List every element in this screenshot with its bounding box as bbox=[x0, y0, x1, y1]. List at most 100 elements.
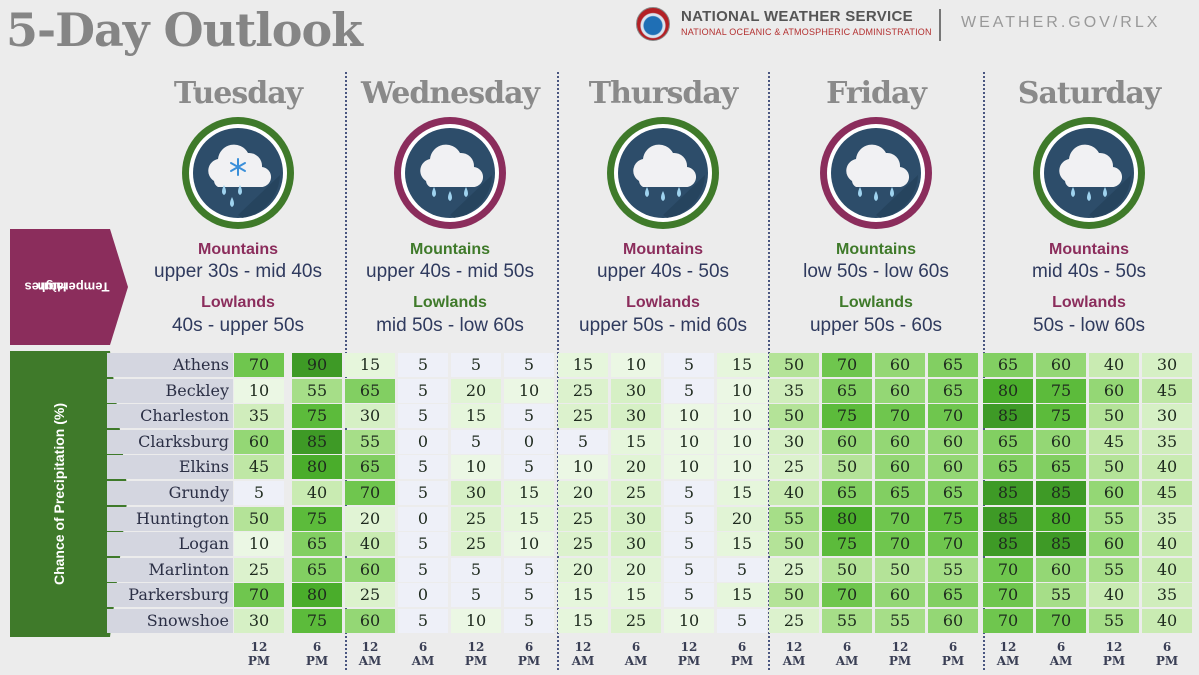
time-label: 12 PM bbox=[247, 640, 271, 668]
page-title: 5-Day Outlook bbox=[6, 3, 363, 57]
precip-cell: 60 bbox=[1089, 378, 1139, 403]
precip-cell: 35 bbox=[1142, 429, 1192, 454]
precip-cell: 45 bbox=[234, 455, 284, 480]
precip-cell: 65 bbox=[345, 378, 395, 403]
precip-cell: 50 bbox=[769, 532, 819, 557]
precip-cell: 65 bbox=[928, 481, 978, 505]
table-row: Beckley 10 55 65 5 20 10 25 30 5 10 35 65 60 65 80 75 60 4… bbox=[107, 378, 1199, 403]
precip-cell: 25 bbox=[769, 557, 819, 582]
precip-cell: 60 bbox=[928, 609, 978, 633]
precip-cell: 30 bbox=[611, 506, 661, 531]
precip-cell: 70 bbox=[983, 609, 1033, 633]
precip-cell: 70 bbox=[345, 481, 395, 505]
precip-cell: 70 bbox=[928, 404, 978, 429]
table-row: Logan 10 65 40 5 25 10 25 30 5 15 50 75 70 70 85 85 60 40 bbox=[107, 532, 1199, 557]
rain-snow-icon bbox=[180, 115, 296, 231]
precip-cell: 70 bbox=[822, 353, 872, 377]
precip-cell: 20 bbox=[611, 557, 661, 582]
table-row: Marlinton 25 65 60 5 5 5 20 20 5 5 25 50 50 55 70 60 55 40 bbox=[107, 557, 1199, 582]
location-name: Charleston bbox=[107, 404, 233, 429]
precip-cell: 65 bbox=[822, 378, 872, 403]
precip-cell: 20 bbox=[558, 557, 608, 582]
precip-cell: 85 bbox=[983, 481, 1033, 505]
location-name: Huntington bbox=[107, 506, 233, 531]
precip-cell: 50 bbox=[1089, 455, 1139, 480]
precip-cell: 5 bbox=[398, 557, 448, 582]
precip-cell: 80 bbox=[822, 506, 872, 531]
precip-cell: 65 bbox=[1036, 455, 1086, 480]
precip-cell: 35 bbox=[1142, 583, 1192, 608]
precip-cell: 85 bbox=[292, 429, 342, 454]
precip-cell: 20 bbox=[717, 506, 767, 531]
precip-cell: 5 bbox=[398, 404, 448, 429]
precip-cell: 75 bbox=[1036, 404, 1086, 429]
location-name: Clarksburg bbox=[107, 429, 233, 454]
table-row: Parkersburg 70 80 25 0 5 5 15 15 5 15 50 70 60 65 70 55 4… bbox=[107, 583, 1199, 608]
precip-cell: 25 bbox=[451, 532, 501, 557]
precip-cell: 15 bbox=[611, 429, 661, 454]
lowlands-label: Lowlands bbox=[201, 294, 275, 311]
precipitation-label: Chance of Precipitation (%) bbox=[12, 351, 107, 637]
website-link[interactable]: WEATHER.GOV/RLX bbox=[961, 14, 1161, 31]
precip-cell: 15 bbox=[717, 583, 767, 608]
precip-cell: 70 bbox=[822, 583, 872, 608]
precip-cell: 40 bbox=[292, 481, 342, 505]
precip-cell: 40 bbox=[1142, 455, 1192, 480]
precip-cell: 20 bbox=[345, 506, 395, 531]
precip-cell: 30 bbox=[1142, 404, 1192, 429]
mountains-temperature: mid 40s - 50s bbox=[1031, 261, 1147, 282]
precip-cell: 50 bbox=[769, 583, 819, 608]
precip-cell: 20 bbox=[558, 481, 608, 505]
precip-cell: 55 bbox=[822, 609, 872, 633]
table-row: Grundy 5 40 70 5 30 15 20 25 5 15 40 65 65 65 85 85 60 45 bbox=[107, 481, 1199, 505]
mountains-label: Mountains bbox=[1049, 241, 1129, 258]
precip-cell: 55 bbox=[1089, 557, 1139, 582]
precip-cell: 75 bbox=[292, 404, 342, 429]
precip-cell: 10 bbox=[664, 609, 714, 633]
precip-cell: 10 bbox=[717, 455, 767, 480]
precip-cell: 5 bbox=[664, 557, 714, 582]
precip-cell: 5 bbox=[398, 353, 448, 377]
precip-cell: 55 bbox=[1036, 583, 1086, 608]
precip-cell: 5 bbox=[664, 583, 714, 608]
location-name: Beckley bbox=[107, 378, 233, 403]
precip-cell: 5 bbox=[504, 404, 554, 429]
precip-cell: 70 bbox=[234, 583, 284, 608]
precip-cell: 25 bbox=[451, 506, 501, 531]
precip-cell: 60 bbox=[345, 557, 395, 582]
precip-cell: 20 bbox=[451, 378, 501, 403]
precip-cell: 5 bbox=[664, 532, 714, 557]
location-name: Elkins bbox=[107, 455, 233, 480]
precip-cell: 50 bbox=[822, 557, 872, 582]
precip-cell: 5 bbox=[558, 429, 608, 454]
precip-cell: 55 bbox=[1089, 609, 1139, 633]
precip-cell: 5 bbox=[398, 455, 448, 480]
precip-cell: 5 bbox=[451, 429, 501, 454]
table-row: Elkins 45 80 65 5 10 5 10 20 10 10 25 50 60 60 65 65 50 40 bbox=[107, 455, 1199, 480]
precip-cell: 20 bbox=[611, 455, 661, 480]
table-row: Charleston 35 75 30 5 15 5 25 30 10 10 50 75 70 70 85 75… bbox=[107, 404, 1199, 429]
precip-cell: 80 bbox=[1036, 506, 1086, 531]
precip-cell: 5 bbox=[664, 353, 714, 377]
table-row: Athens 70 90 15 5 5 5 15 10 5 15 50 70 60 65 65 60 40 30 bbox=[107, 353, 1199, 377]
precip-cell: 5 bbox=[717, 557, 767, 582]
precip-cell: 30 bbox=[345, 404, 395, 429]
precip-cell: 5 bbox=[504, 609, 554, 633]
precip-cell: 60 bbox=[1036, 429, 1086, 454]
precip-cell: 75 bbox=[822, 532, 872, 557]
rain-icon bbox=[605, 115, 721, 231]
precip-cell: 15 bbox=[504, 481, 554, 505]
precip-cell: 10 bbox=[611, 353, 661, 377]
table-row: Snowshoe 30 75 60 5 10 5 15 25 10 5 25 55 55 60 70 70 55 4… bbox=[107, 609, 1199, 633]
mountains-label: Mountains bbox=[198, 241, 278, 258]
precip-cell: 5 bbox=[234, 481, 284, 505]
precip-cell: 25 bbox=[611, 609, 661, 633]
precip-cell: 60 bbox=[234, 429, 284, 454]
precip-cell: 65 bbox=[928, 378, 978, 403]
precip-cell: 40 bbox=[1089, 583, 1139, 608]
precip-cell: 10 bbox=[717, 404, 767, 429]
day-heading: Friday bbox=[826, 76, 927, 111]
precip-cell: 40 bbox=[1142, 609, 1192, 633]
precip-cell: 0 bbox=[398, 506, 448, 531]
precip-cell: 30 bbox=[769, 429, 819, 454]
